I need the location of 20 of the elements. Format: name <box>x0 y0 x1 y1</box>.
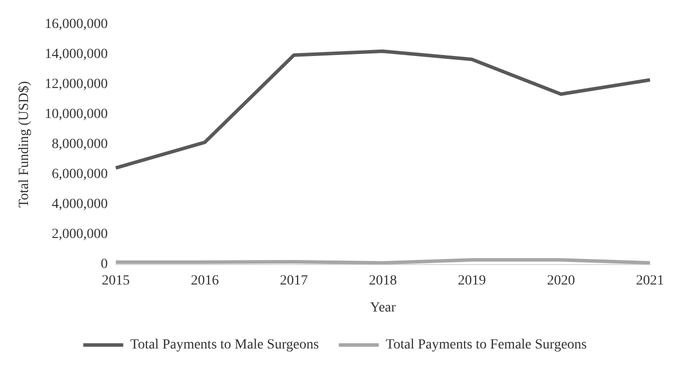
y-tick-label: 12,000,000 <box>44 77 108 92</box>
y-tick-label: 16,000,000 <box>44 17 108 32</box>
y-tick-label: 10,000,000 <box>44 107 108 122</box>
x-tick-label: 2018 <box>368 273 397 288</box>
x-axis-title: Year <box>370 300 396 316</box>
y-tick-label: 0 <box>100 257 108 272</box>
legend-label: Total Payments to Male Surgeons <box>130 338 319 353</box>
y-tick-label: 14,000,000 <box>44 47 108 62</box>
x-tick-label: 2021 <box>636 273 664 288</box>
y-axis-title: Total Funding (USD$) <box>17 80 32 208</box>
x-tick-label: 2017 <box>280 273 308 288</box>
y-tick-label: 6,000,000 <box>52 167 108 182</box>
x-tick-label: 2019 <box>458 273 486 288</box>
x-tick-label: 2016 <box>190 273 219 288</box>
y-tick-label: 2,000,000 <box>52 227 108 242</box>
y-tick-label: 8,000,000 <box>52 137 108 152</box>
x-tick-label: 2015 <box>102 273 130 288</box>
y-tick-label: 4,000,000 <box>52 197 108 212</box>
x-tick-label: 2020 <box>546 273 575 288</box>
legend-label: Total Payments to Female Surgeons <box>386 338 587 353</box>
